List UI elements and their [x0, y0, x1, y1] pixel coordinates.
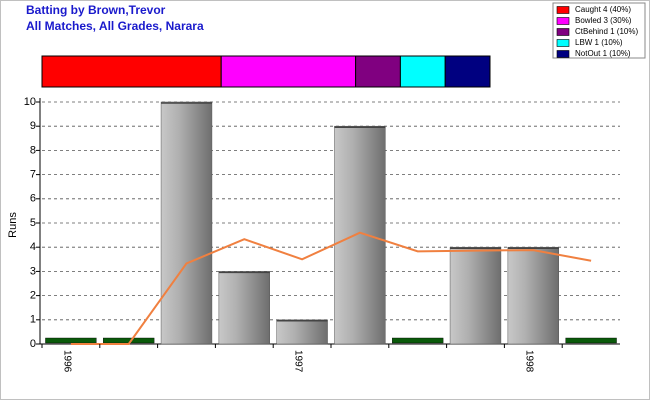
y-tick-label: 0 [30, 338, 36, 350]
legend-swatch [556, 50, 570, 58]
y-tick-label: 5 [30, 217, 36, 229]
y-tick-label: 1 [30, 314, 36, 326]
zero-marker [565, 337, 617, 344]
zero-marker [45, 337, 97, 344]
legend-swatch [556, 28, 570, 36]
legend-label: CtBehind 1 (10%) [575, 27, 638, 36]
x-tick-label: 1998 [524, 350, 535, 373]
y-tick-label: 3 [30, 265, 36, 277]
bar [160, 101, 213, 345]
y-tick-label: 4 [30, 241, 36, 253]
breakdown-segment [355, 55, 401, 88]
y-tick-label: 6 [30, 193, 36, 205]
average-line [70, 231, 592, 345]
y-tick-label: 2 [30, 290, 36, 302]
y-tick-label: 7 [30, 169, 36, 181]
bar [507, 246, 559, 345]
x-tick-label: 1996 [61, 350, 72, 373]
legend-swatch [556, 6, 570, 14]
breakdown-segment [220, 55, 357, 88]
bar [218, 271, 270, 345]
legend-label: LBW 1 (10%) [575, 38, 623, 47]
legend-swatch [556, 17, 570, 25]
bar [334, 125, 386, 345]
x-tick-label: 1997 [292, 350, 303, 373]
legend-label: NotOut 1 (10%) [575, 49, 631, 58]
breakdown-segment [41, 55, 222, 88]
y-tick-label: 10 [24, 96, 36, 108]
breakdown-segment [399, 55, 446, 88]
zero-marker [103, 337, 155, 344]
chart-subtitle: All Matches, All Grades, Narara [26, 19, 204, 33]
breakdown-segment [444, 55, 491, 88]
zero-marker [392, 337, 444, 344]
bar [276, 319, 328, 345]
bar [449, 246, 502, 345]
y-axis-label: Runs [7, 212, 19, 238]
legend-swatch [556, 39, 570, 47]
legend-label: Bowled 3 (30%) [575, 16, 632, 25]
legend-label: Caught 4 (40%) [575, 5, 631, 14]
y-tick-label: 9 [30, 120, 36, 132]
chart-title: Batting by Brown,Trevor [26, 3, 166, 17]
y-tick-label: 8 [30, 144, 36, 156]
